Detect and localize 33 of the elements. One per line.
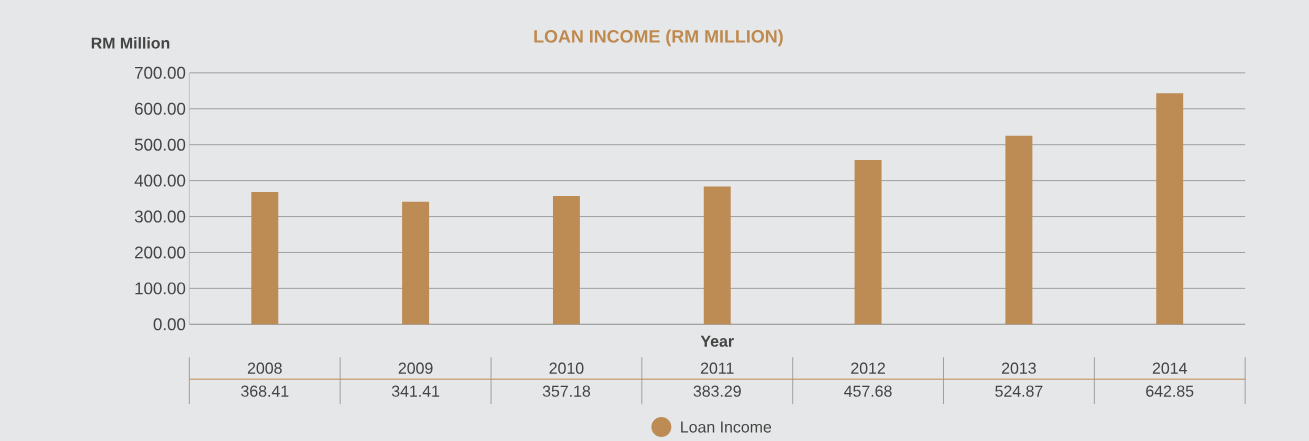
x-tick-label: 2011 <box>700 362 734 374</box>
x-tick-label: 2009 <box>398 362 433 374</box>
legend-label: Loan Income <box>681 421 772 433</box>
y-axis-title: RM Million <box>91 37 170 49</box>
data-label: 383.29 <box>693 385 741 397</box>
bar <box>1156 93 1184 325</box>
bar <box>402 201 430 325</box>
x-axis-title: Year <box>700 335 734 347</box>
y-tick-label: 500.00 <box>134 138 186 151</box>
bar <box>854 159 882 325</box>
x-tick-label: 2010 <box>549 362 584 374</box>
bar <box>552 195 580 325</box>
y-tick-label: 600.00 <box>135 102 186 115</box>
bar <box>1005 135 1033 325</box>
data-label: 368.41 <box>241 385 289 397</box>
data-label: 524.87 <box>995 385 1043 397</box>
x-tick-label: 2008 <box>247 362 282 374</box>
y-tick-label: 400.00 <box>134 174 186 187</box>
data-label: 357.18 <box>542 385 591 397</box>
bar <box>703 186 731 325</box>
x-tick-label: 2013 <box>1001 362 1036 374</box>
y-tick-label: 300.00 <box>134 210 186 223</box>
data-label: 457.68 <box>844 385 892 397</box>
y-tick-label: 200.00 <box>135 246 186 259</box>
data-label: 341.41 <box>391 385 440 397</box>
chart-title: LOAN INCOME (RM MILLION) <box>534 29 783 47</box>
y-tick-label: 100.00 <box>135 282 186 295</box>
y-tick-label: 700.00 <box>135 66 186 79</box>
bar <box>251 191 279 325</box>
y-tick-label: 0.00 <box>153 318 186 331</box>
data-label: 642.85 <box>1146 385 1194 397</box>
x-tick-label: 2012 <box>851 362 885 374</box>
x-tick-label: 2014 <box>1152 362 1187 374</box>
